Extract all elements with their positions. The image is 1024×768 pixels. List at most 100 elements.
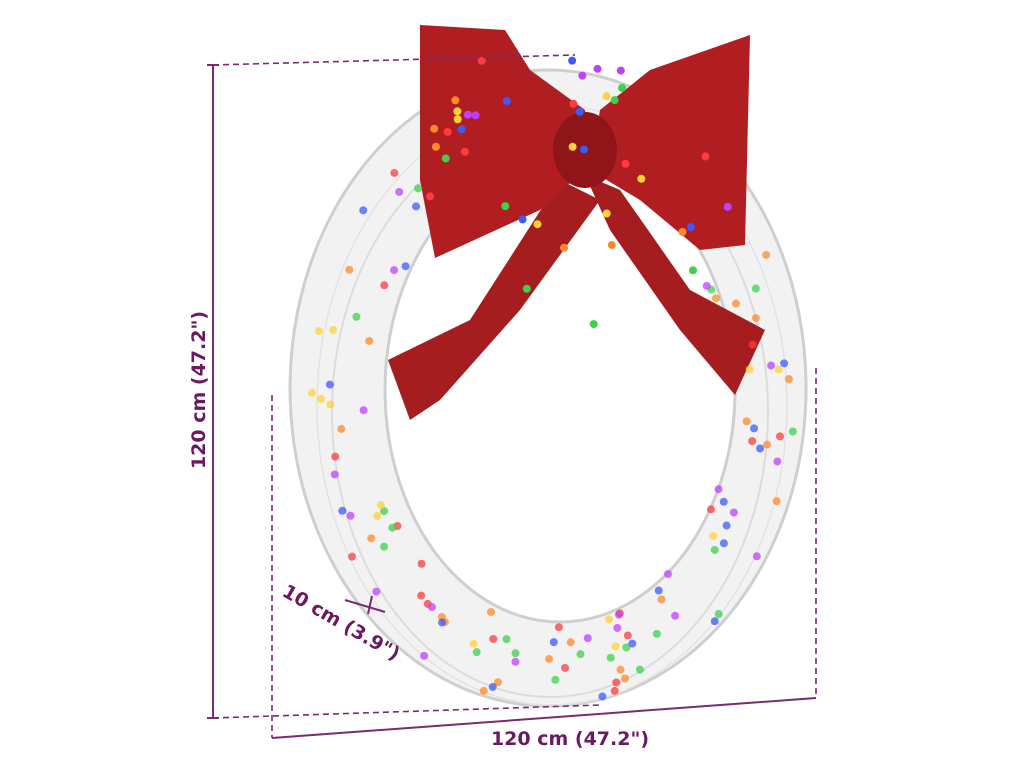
light — [345, 265, 354, 274]
light — [621, 159, 630, 168]
light — [622, 643, 631, 652]
light — [566, 638, 575, 647]
light — [621, 674, 630, 683]
light — [545, 654, 554, 663]
light — [522, 284, 531, 293]
light — [767, 361, 776, 370]
light — [367, 534, 376, 543]
light — [575, 107, 584, 116]
light — [784, 375, 793, 384]
light — [373, 511, 382, 520]
light — [652, 629, 661, 638]
light — [511, 657, 520, 666]
bow-tail-right — [585, 175, 765, 395]
light — [401, 262, 410, 271]
light — [788, 427, 797, 436]
light — [337, 424, 346, 433]
light — [706, 505, 715, 514]
light — [637, 174, 646, 183]
dimension-guide — [212, 54, 576, 66]
light — [427, 603, 436, 612]
light — [472, 648, 481, 657]
light — [502, 96, 511, 105]
height-label: 120 cm (47.2") — [188, 311, 210, 469]
light — [688, 266, 697, 275]
light — [380, 542, 389, 551]
light — [388, 523, 397, 532]
dimension-line — [344, 599, 386, 613]
light — [560, 243, 569, 252]
light — [635, 665, 644, 674]
light — [390, 266, 399, 275]
light — [457, 125, 466, 134]
light — [533, 220, 542, 229]
bow-loop-left — [420, 25, 590, 258]
light — [678, 227, 687, 236]
light — [549, 638, 558, 647]
light — [611, 642, 620, 651]
light — [714, 610, 723, 619]
light — [420, 651, 429, 660]
dimension-line — [271, 697, 817, 739]
light — [748, 437, 757, 446]
light — [359, 206, 368, 215]
light — [352, 312, 361, 321]
light — [774, 365, 783, 374]
light — [750, 424, 759, 433]
light — [326, 400, 335, 409]
light — [607, 241, 616, 250]
light — [610, 686, 619, 695]
light — [711, 294, 720, 303]
light — [751, 314, 760, 323]
light — [511, 649, 520, 658]
light — [477, 56, 486, 65]
light — [346, 511, 355, 520]
light — [762, 250, 771, 259]
light — [729, 508, 738, 517]
light — [576, 650, 585, 659]
light — [568, 142, 577, 151]
light — [431, 142, 440, 151]
light — [710, 545, 719, 554]
light — [605, 615, 614, 624]
light — [315, 327, 324, 336]
light — [551, 675, 560, 684]
light — [752, 552, 761, 561]
light — [469, 639, 478, 648]
light — [723, 202, 732, 211]
light — [671, 611, 680, 620]
light — [686, 223, 695, 232]
light — [443, 127, 452, 136]
light — [616, 665, 625, 674]
light — [518, 215, 527, 224]
light — [317, 394, 326, 403]
light — [602, 209, 611, 218]
light — [493, 678, 502, 687]
light — [606, 653, 615, 662]
light — [380, 507, 389, 516]
light — [568, 56, 577, 65]
light — [583, 634, 592, 643]
dimension-guide — [212, 704, 601, 719]
light — [451, 96, 460, 105]
light — [748, 340, 757, 349]
light — [710, 617, 719, 626]
light — [438, 618, 447, 627]
light — [501, 202, 510, 211]
light — [745, 365, 754, 374]
light — [763, 440, 772, 449]
light — [453, 115, 462, 124]
light — [613, 623, 622, 632]
light — [430, 124, 439, 133]
light — [390, 168, 399, 177]
light — [598, 692, 607, 701]
light — [471, 111, 480, 120]
light — [751, 284, 760, 293]
light — [561, 663, 570, 672]
light — [664, 570, 673, 579]
light — [486, 608, 495, 617]
light — [417, 591, 426, 600]
light — [331, 452, 340, 461]
width-label: 120 cm (47.2") — [491, 728, 649, 750]
